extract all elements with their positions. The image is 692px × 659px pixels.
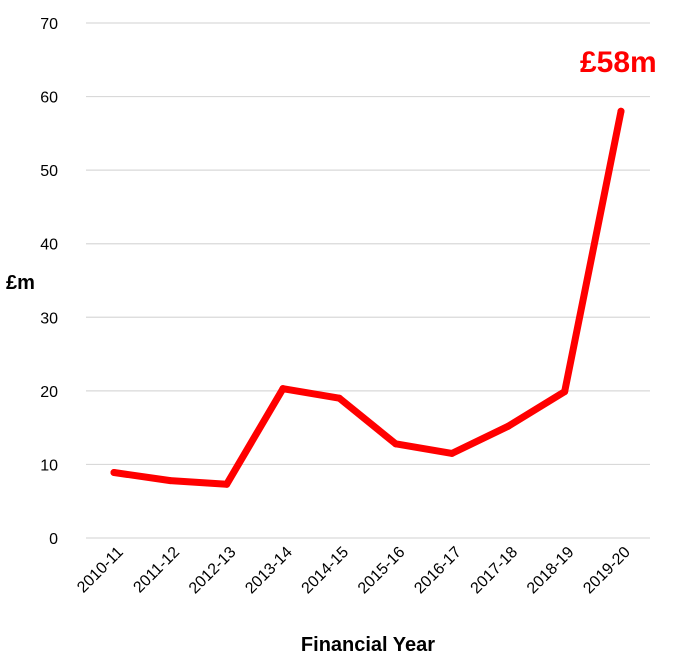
x-tick-label: 2016-17 (411, 544, 465, 598)
gridlines (86, 22, 650, 539)
peak-value-annotation: £58m (580, 46, 657, 79)
x-tick-label: 2013-14 (242, 544, 296, 598)
y-tick-label: 20 (40, 384, 58, 401)
series-line (110, 107, 625, 488)
x-tick-label: 2010-11 (74, 544, 127, 597)
x-tick-label: 2017-18 (468, 544, 522, 598)
y-tick-labels: 0 10 20 30 40 50 60 70 (40, 16, 58, 548)
data-point (392, 440, 400, 448)
y-tick-label: 30 (40, 310, 58, 327)
series-layer (110, 107, 625, 488)
data-point (561, 388, 569, 396)
data-point (110, 469, 118, 477)
x-tick-label: 2015-16 (355, 544, 409, 598)
y-tick-label: 50 (40, 163, 58, 180)
data-point (617, 107, 625, 115)
y-tick-label: 70 (40, 16, 58, 33)
data-point (166, 477, 174, 485)
x-tick-label: 2012-13 (186, 544, 240, 598)
x-tick-label: 2011-12 (130, 544, 183, 597)
y-tick-label: 10 (40, 457, 58, 474)
x-tick-label: 2019-20 (580, 544, 634, 598)
x-tick-label: 2018-19 (524, 544, 578, 598)
x-tick-labels: 2010-11 2011-12 2012-13 2013-14 2014-15 2015-… (74, 544, 634, 598)
data-point (223, 480, 231, 488)
x-axis-title: Financial Year (301, 634, 435, 656)
x-tick-label: 2014-15 (299, 544, 353, 598)
y-tick-label: 40 (40, 237, 58, 254)
y-axis-label: £m (6, 272, 35, 294)
data-point (448, 449, 456, 457)
data-point (335, 394, 343, 402)
y-tick-label: 60 (40, 90, 58, 107)
data-point (504, 422, 512, 430)
y-tick-label: 0 (49, 531, 58, 548)
data-point (279, 385, 287, 393)
